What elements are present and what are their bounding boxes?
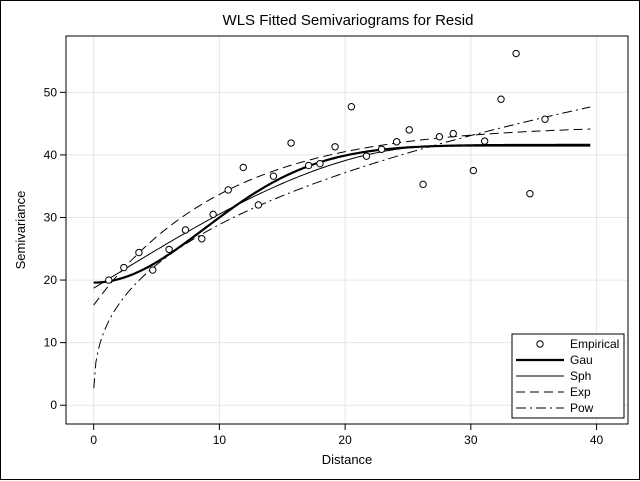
legend-item-empirical: Empirical <box>536 337 619 351</box>
y-tick-label: 20 <box>44 273 58 287</box>
empirical-point <box>419 180 427 189</box>
empirical-point <box>405 126 413 134</box>
legend-item-exp: Exp <box>516 385 591 399</box>
legend: Empirical Gau Sph Exp Pow <box>511 333 625 419</box>
empirical-point <box>512 49 520 58</box>
empirical-point <box>497 95 505 103</box>
x-tick-label: 40 <box>590 433 604 447</box>
empirical-point <box>435 133 444 141</box>
legend-item-gau: Gau <box>516 353 593 367</box>
empirical-point <box>181 226 190 234</box>
x-tick-label: 10 <box>213 433 227 447</box>
empirical-point <box>449 129 457 138</box>
curve-sph <box>93 145 591 289</box>
empirical-point <box>269 172 278 180</box>
y-tick-label: 40 <box>44 148 58 162</box>
empirical-point <box>254 201 263 209</box>
chart-title: WLS Fitted Semivariograms for Resid <box>223 12 474 29</box>
y-tick-label: 30 <box>44 210 58 224</box>
empirical-point <box>135 248 143 257</box>
model-curves <box>93 106 591 389</box>
empirical-point <box>362 152 371 160</box>
empirical-point <box>304 161 313 170</box>
empirical-point <box>526 190 534 198</box>
empirical-point <box>480 137 489 145</box>
legend-item-pow: Pow <box>516 401 594 415</box>
legend-label: Exp <box>570 385 591 399</box>
x-tick-label: 20 <box>338 433 352 447</box>
legend-circle-icon <box>536 340 544 348</box>
empirical-point <box>287 139 295 147</box>
empirical-point <box>120 263 128 272</box>
empirical-point <box>149 266 157 274</box>
empirical-point <box>209 210 217 219</box>
empirical-point <box>331 143 339 151</box>
legend-label: Gau <box>570 353 593 367</box>
y-axis-label: Semivariance <box>13 191 28 270</box>
x-axis-ticks: 0 10 20 30 40 <box>90 424 604 447</box>
empirical-point <box>469 166 478 175</box>
x-tick-label: 0 <box>90 433 97 447</box>
empirical-points <box>105 49 549 284</box>
empirical-point <box>347 103 356 111</box>
legend-label: Empirical <box>570 337 619 351</box>
y-tick-label: 50 <box>44 85 58 99</box>
x-axis-label: Distance <box>322 452 373 467</box>
empirical-point <box>224 186 232 194</box>
empirical-point <box>392 138 401 146</box>
curve-exp <box>93 128 591 306</box>
legend-label: Sph <box>570 369 591 383</box>
plot-border <box>65 35 629 425</box>
legend-item-sph: Sph <box>516 369 591 383</box>
legend-label: Pow <box>570 401 594 415</box>
empirical-point <box>316 159 324 168</box>
empirical-point <box>105 276 113 284</box>
empirical-point <box>239 163 247 172</box>
empirical-point <box>165 245 173 254</box>
empirical-point <box>541 115 549 123</box>
curve-gau <box>93 143 591 284</box>
x-tick-label: 30 <box>464 433 478 447</box>
empirical-point <box>198 235 206 243</box>
y-tick-label: 0 <box>50 398 57 412</box>
curve-pow <box>93 106 591 389</box>
y-tick-label: 10 <box>44 336 58 350</box>
empirical-point <box>377 145 386 153</box>
y-axis-ticks: 0 10 20 30 40 50 <box>44 85 66 412</box>
